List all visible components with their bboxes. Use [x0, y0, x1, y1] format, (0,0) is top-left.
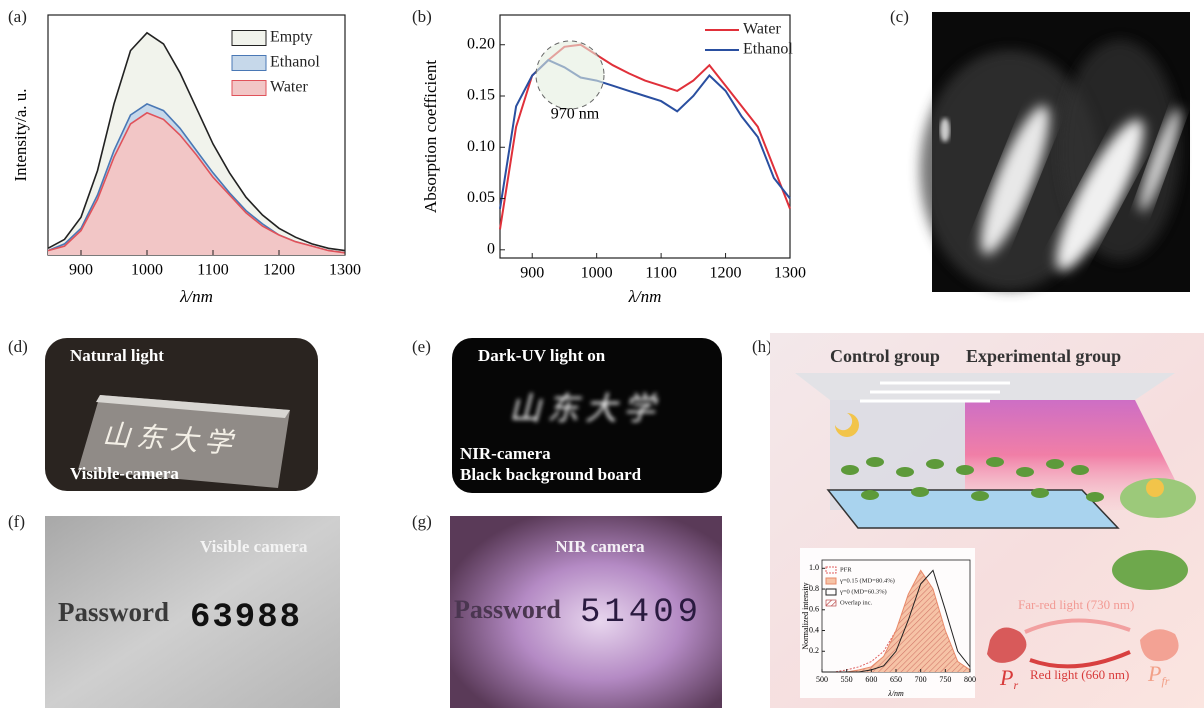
- x-tick-label: 1300: [774, 265, 806, 282]
- x-tick-label: 900: [520, 265, 544, 282]
- y-tick-label: 0.8: [809, 584, 819, 593]
- word: Password: [454, 595, 561, 624]
- x-axis-label: λ/nm: [628, 287, 662, 306]
- legend-swatch: [826, 578, 836, 584]
- x-tick-label: 1000: [581, 265, 613, 282]
- y-tick-label: 1.0: [809, 563, 819, 572]
- x-tick-label: 1100: [197, 262, 228, 279]
- y-tick-label: 0.05: [467, 189, 495, 206]
- photo-g: NIR camera Password 51409: [450, 516, 722, 708]
- symbol-main: P: [999, 665, 1013, 690]
- annotation-circle: [536, 41, 604, 109]
- legend-label: γ=0.15 (MD=80.4%): [839, 577, 895, 584]
- y-tick-label: 0: [487, 240, 495, 257]
- figure: (a) (b) (c) (d) (e) (f) (g) (h) 山东大学 Nat…: [0, 0, 1204, 708]
- x-tick-label: 1300: [329, 262, 361, 279]
- chart: Water Ethanol 900 1000 1100 1200 1300 0 0.05 0.10…: [421, 15, 806, 306]
- scene-label: Far-red light (730 nm): [1018, 597, 1134, 612]
- legend-label: Ethanol: [743, 41, 793, 58]
- y-axis-label: Intensity/a. u.: [11, 88, 30, 181]
- legend-label: Water: [743, 21, 781, 38]
- x-tick-label: 1000: [131, 262, 163, 279]
- caption: Dark-UV light on: [478, 346, 606, 365]
- x-tick-label: 600: [865, 675, 877, 684]
- x-tick-label: 700: [915, 675, 927, 684]
- x-axis-label: λ/nm: [887, 689, 904, 698]
- chart: Empty Ethanol Water 900 1000 1100 1200 1300 λ/nm…: [11, 15, 361, 306]
- word: Password: [58, 597, 169, 627]
- panel-label: (g): [412, 512, 432, 531]
- code: 51409: [580, 594, 702, 632]
- y-tick-label: 0.10: [467, 138, 495, 155]
- legend-swatch: [826, 600, 836, 606]
- caption: Visible-camera: [70, 464, 179, 483]
- x-axis-label: λ/nm: [179, 287, 213, 306]
- panel-label: (b): [412, 7, 432, 26]
- panel-label: (h): [752, 337, 772, 356]
- scene-label: Control group: [830, 346, 940, 366]
- legend-swatch: [232, 81, 266, 96]
- caption: Natural light: [70, 346, 164, 365]
- x-tick-label: 500: [816, 675, 828, 684]
- legend-label: Empty: [270, 29, 313, 46]
- code: 63988: [190, 599, 302, 637]
- legend-swatch: [232, 31, 266, 46]
- caption: Black background board: [460, 465, 642, 484]
- symbol-main: P: [1147, 661, 1161, 686]
- legend-label: PFR: [840, 566, 852, 573]
- caption: NIR camera: [555, 537, 645, 556]
- legend-label: Overlap inc.: [840, 599, 873, 606]
- legend-swatch: [232, 56, 266, 71]
- annotation: 970 nm: [551, 106, 600, 123]
- photo-c: [920, 12, 1190, 292]
- photo-f: Visible camera Password 63988: [45, 516, 340, 708]
- panel-label: (d): [8, 337, 28, 356]
- symbol-sub: r: [1013, 678, 1018, 692]
- x-tick-label: 800: [964, 675, 976, 684]
- scene-label: Experimental group: [966, 346, 1121, 366]
- x-tick-label: 900: [69, 262, 93, 279]
- caption: NIR-camera: [460, 444, 551, 463]
- photo-d: 山东大学 Natural light Visible-camera: [45, 338, 318, 491]
- y-tick-label: 0.20: [467, 35, 495, 52]
- x-tick-label: 1200: [710, 265, 742, 282]
- y-tick-label: 0.2: [809, 646, 819, 655]
- legend-label: Ethanol: [270, 54, 320, 71]
- illustration-h: [770, 333, 1204, 708]
- x-tick-label: 650: [890, 675, 902, 684]
- x-tick-label: 1100: [645, 265, 676, 282]
- x-tick-label: 550: [841, 675, 853, 684]
- y-tick-label: 0.4: [809, 625, 819, 634]
- legend-label: Water: [270, 79, 308, 96]
- x-tick-label: 1200: [263, 262, 295, 279]
- panel-label: (f): [8, 512, 25, 531]
- panel-label: (a): [8, 7, 27, 26]
- calligraphy: 山东大学: [509, 390, 661, 426]
- panel-label: (e): [412, 337, 431, 356]
- symbol-sub: fr: [1161, 674, 1169, 688]
- caption: Visible camera: [200, 537, 308, 556]
- y-tick-label: 0.6: [809, 605, 819, 614]
- y-axis-label: Normalized intensity: [801, 582, 810, 649]
- y-axis-label: Absorption coefficient: [421, 60, 440, 213]
- x-tick-label: 750: [939, 675, 951, 684]
- y-tick-label: 0.15: [467, 87, 495, 104]
- photo-e: 山东大学 Dark-UV light on NIR-camera Black b…: [452, 338, 722, 493]
- panel-label: (c): [890, 7, 909, 26]
- scene-label: Red light (660 nm): [1030, 667, 1129, 682]
- legend-label: γ=0 (MD=60.3%): [839, 588, 887, 595]
